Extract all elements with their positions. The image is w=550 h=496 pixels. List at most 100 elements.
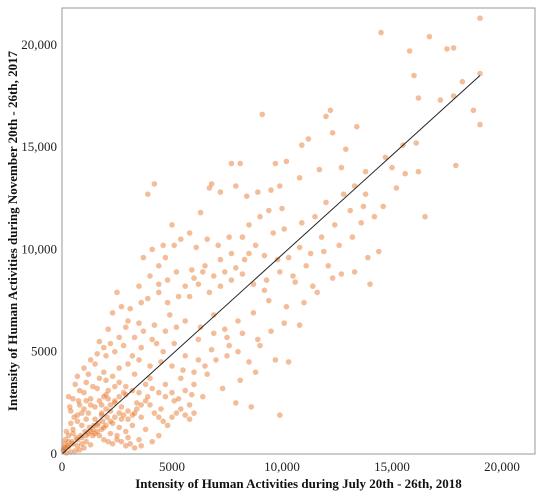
data-point [107, 430, 114, 437]
data-point [254, 189, 261, 195]
data-point [268, 328, 274, 335]
data-point [140, 328, 147, 335]
data-point [96, 432, 103, 439]
data-point [136, 357, 142, 363]
data-point [318, 234, 325, 240]
data-point [156, 281, 162, 288]
data-point [191, 275, 197, 281]
data-point [138, 402, 144, 408]
data-point [142, 398, 149, 404]
data-point [266, 207, 272, 214]
data-point [92, 430, 98, 437]
data-point [189, 267, 195, 273]
y-tick-label: 0 [51, 446, 58, 461]
data-point [162, 254, 169, 261]
data-point [321, 248, 327, 255]
data-point [138, 414, 144, 421]
data-point [274, 256, 281, 263]
data-point [186, 293, 193, 300]
data-point [118, 404, 125, 410]
data-point [101, 436, 107, 443]
data-point [123, 391, 129, 398]
data-point [200, 393, 206, 400]
data-point [239, 234, 246, 240]
data-point [217, 256, 224, 263]
data-point [312, 213, 318, 220]
data-point [164, 422, 171, 429]
data-point [173, 269, 180, 275]
data-point [296, 244, 303, 251]
data-point [68, 449, 74, 455]
data-point [283, 303, 290, 310]
data-point [147, 273, 153, 279]
data-point [149, 336, 155, 343]
data-point [250, 310, 257, 316]
data-point [246, 250, 252, 257]
data-point [182, 318, 188, 324]
data-point [228, 160, 235, 167]
data-point [252, 242, 259, 249]
data-point [85, 410, 92, 416]
data-point [296, 175, 303, 181]
data-point [191, 369, 197, 376]
data-point [437, 97, 444, 103]
data-point [208, 181, 215, 187]
data-point [197, 324, 204, 331]
data-point [129, 422, 136, 429]
data-point [116, 365, 122, 371]
data-point [79, 422, 85, 429]
data-point [217, 283, 224, 290]
data-point [444, 46, 450, 52]
data-point [82, 428, 88, 435]
data-point [87, 428, 94, 435]
data-point [123, 443, 129, 449]
y-axis-title: Intensity of Human Activities during Nov… [5, 50, 20, 411]
data-point [74, 412, 81, 418]
data-point [316, 166, 323, 173]
data-point [233, 183, 239, 189]
x-tick-label: 5000 [159, 459, 185, 474]
data-point [237, 160, 243, 167]
data-point [182, 387, 188, 394]
data-point [175, 293, 182, 300]
data-point [162, 393, 169, 400]
data-point [323, 113, 329, 120]
data-point [338, 164, 345, 171]
data-point [81, 445, 87, 451]
data-point [103, 353, 109, 359]
data-point [206, 289, 213, 296]
data-point [112, 414, 118, 421]
data-point [193, 244, 199, 251]
data-point [252, 369, 259, 376]
data-point [79, 441, 85, 447]
data-point [103, 406, 109, 412]
data-point [120, 412, 127, 418]
data-point [158, 406, 164, 412]
data-point [272, 357, 279, 363]
data-point [327, 107, 334, 114]
data-point [72, 381, 78, 388]
data-point [101, 344, 107, 351]
data-point [94, 428, 100, 435]
data-point [182, 353, 188, 359]
data-point [305, 136, 312, 142]
data-point [70, 430, 76, 437]
data-point [246, 222, 252, 228]
data-point [323, 199, 329, 206]
data-point [266, 297, 272, 304]
data-point [125, 408, 131, 414]
data-point [125, 416, 131, 423]
data-point [186, 230, 193, 236]
data-point [195, 281, 202, 288]
data-point [96, 338, 103, 345]
data-point [477, 121, 483, 128]
data-point [65, 438, 72, 445]
data-point [109, 441, 116, 447]
data-point [83, 416, 89, 423]
data-point [75, 398, 82, 404]
data-point [310, 283, 316, 290]
data-point [145, 295, 151, 302]
data-point [415, 95, 422, 101]
data-point [156, 432, 162, 439]
data-point [156, 389, 162, 396]
